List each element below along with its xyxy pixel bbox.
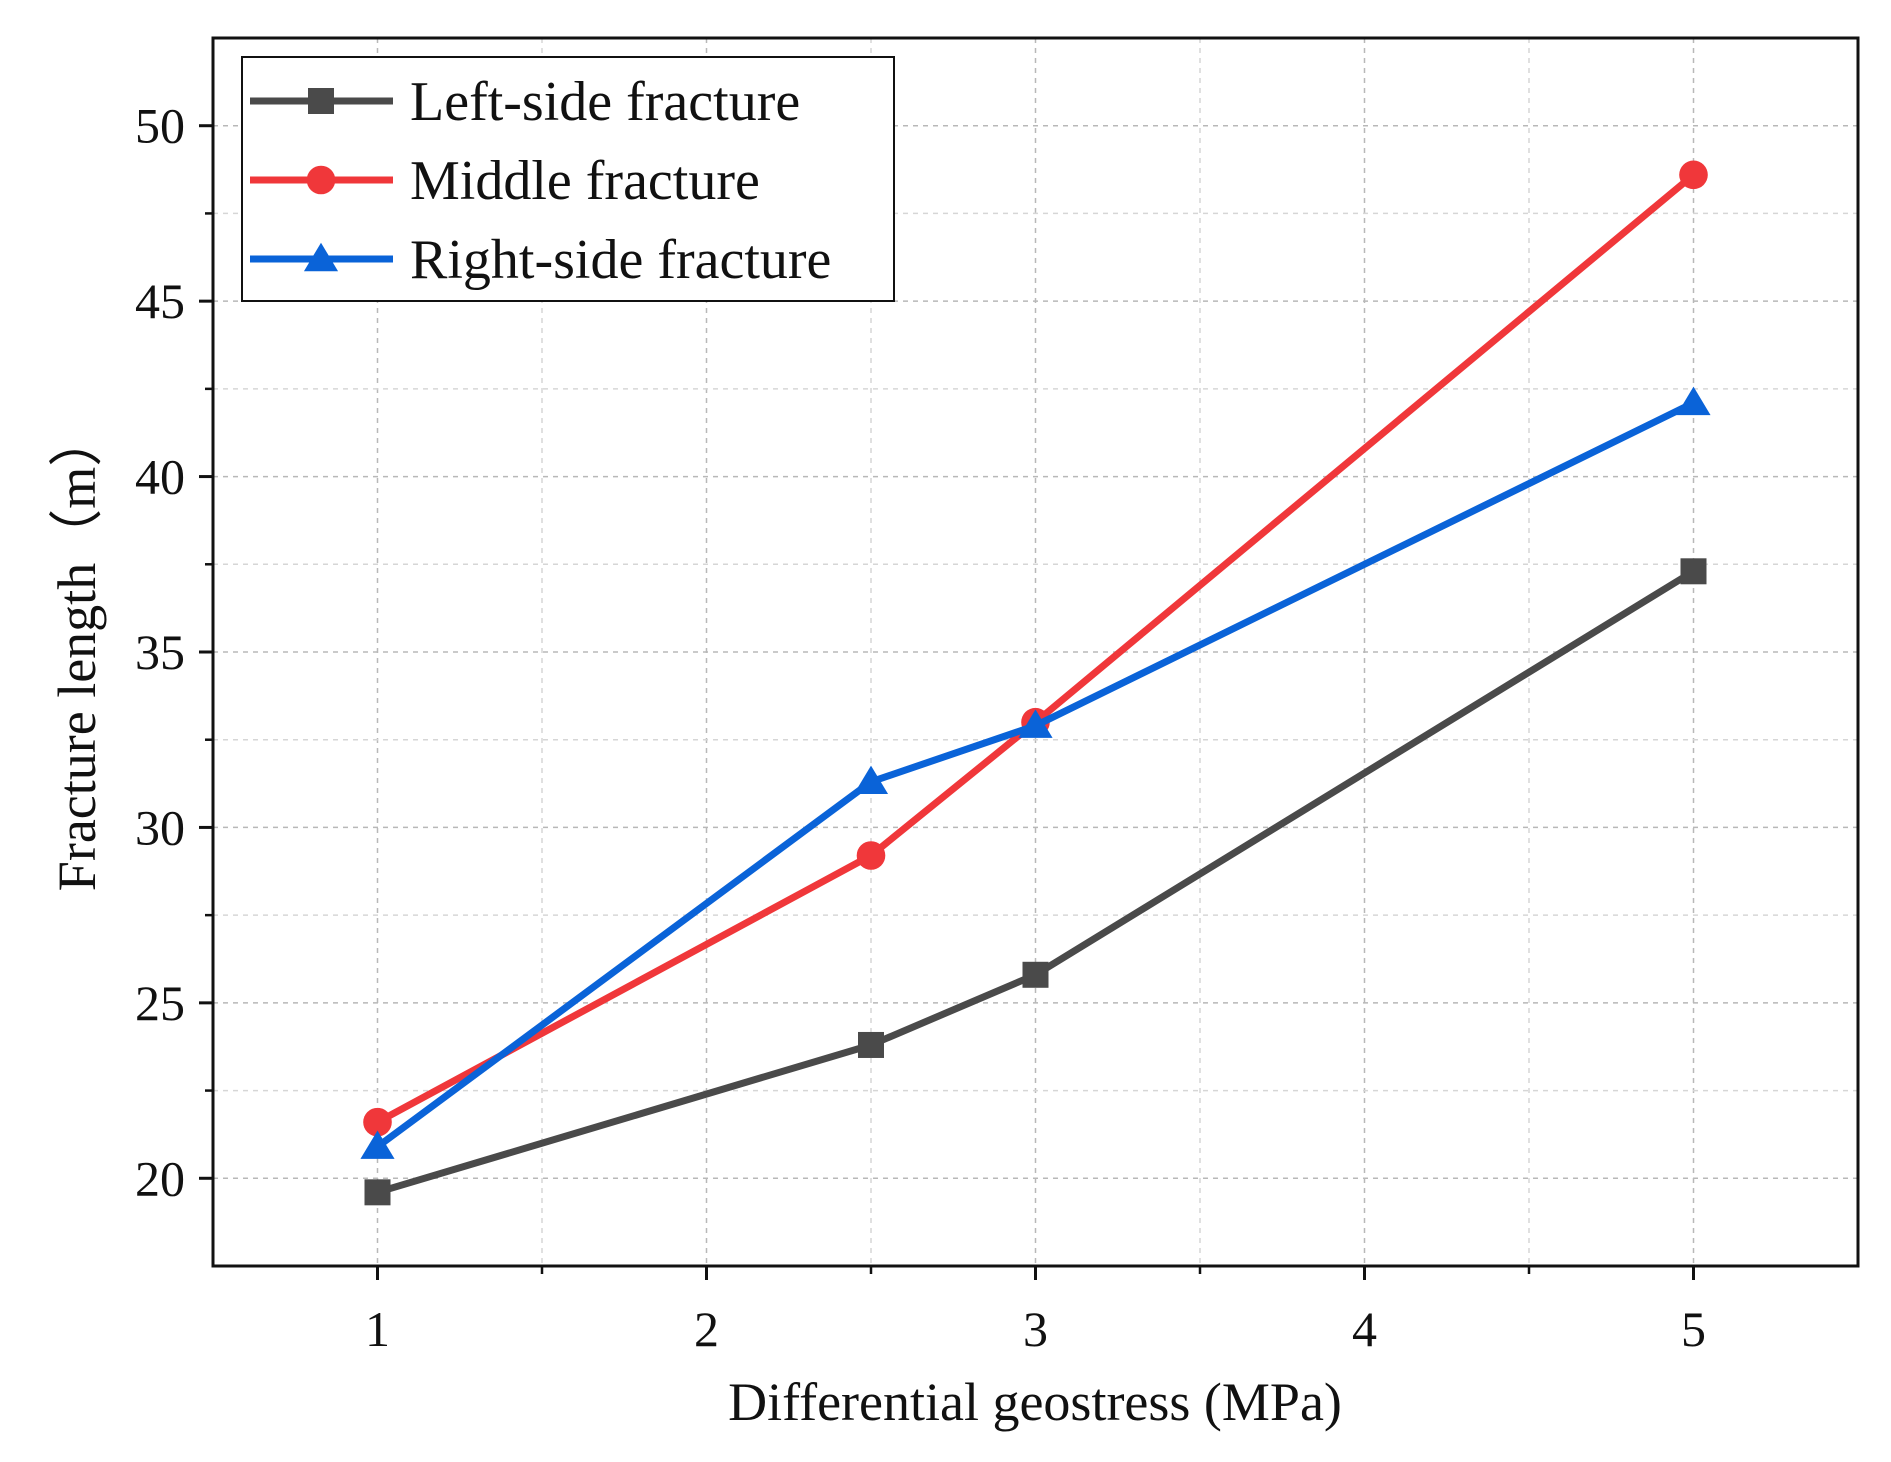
- y-tick-label: 35: [135, 624, 185, 680]
- right-side-fracture-series: [360, 386, 1711, 1159]
- series-layer: [360, 160, 1711, 1206]
- legend-marker-left-side-fracture: [308, 88, 334, 114]
- legend-marker-right-side-fracture: [303, 242, 339, 272]
- axis-ticks: [199, 124, 1695, 1280]
- y-tick-label: 25: [135, 975, 185, 1031]
- y-axis-title: Fracture length（m）: [47, 413, 107, 891]
- legend-entry-middle-fracture: Middle fracture: [250, 150, 760, 212]
- left-side-fracture-point: [858, 1031, 884, 1058]
- middle-fracture-point: [363, 1107, 392, 1137]
- legend-label-left-side-fracture: Left-side fracture: [410, 71, 800, 133]
- x-tick-label: 3: [1023, 1301, 1048, 1357]
- legend-entry-right-side-fracture: Right-side fracture: [250, 229, 831, 291]
- left-side-fracture-line: [376, 568, 1696, 1196]
- middle-fracture-series: [363, 160, 1708, 1137]
- middle-fracture-point: [856, 841, 886, 870]
- left-side-fracture-point: [1022, 961, 1049, 988]
- right-side-fracture-point: [853, 765, 889, 795]
- legend-marker-middle-fracture: [306, 165, 336, 195]
- legend-entry-left-side-fracture: Left-side fracture: [250, 71, 800, 133]
- left-side-fracture-point: [1680, 558, 1707, 585]
- legend-label-right-side-fracture: Right-side fracture: [410, 229, 831, 291]
- y-tick-label: 45: [135, 273, 185, 329]
- right-side-fracture-point: [1018, 709, 1053, 738]
- y-tick-label: 40: [135, 449, 185, 505]
- left-side-fracture-point: [364, 1179, 391, 1206]
- y-tick-label: 30: [135, 799, 185, 855]
- y-tick-label: 50: [135, 98, 185, 154]
- x-tick-label: 5: [1681, 1301, 1706, 1357]
- middle-fracture-point: [1679, 160, 1708, 190]
- right-side-fracture-point: [360, 1130, 395, 1159]
- x-axis-title: Differential geostress (MPa): [728, 1372, 1342, 1432]
- right-side-fracture-point: [1676, 386, 1711, 416]
- legend-label-middle-fracture: Middle fracture: [410, 150, 760, 212]
- x-tick-label: 2: [694, 1301, 719, 1357]
- left-side-fracture-series: [364, 558, 1707, 1206]
- right-side-fracture-line: [375, 399, 1696, 1150]
- legend: Left-side fracture Middle fracture Right-s…: [241, 56, 895, 302]
- y-tick-label: 20: [135, 1150, 185, 1206]
- x-tick-label: 1: [365, 1301, 390, 1357]
- x-tick-label: 4: [1352, 1301, 1377, 1357]
- middle-fracture-line: [375, 172, 1696, 1126]
